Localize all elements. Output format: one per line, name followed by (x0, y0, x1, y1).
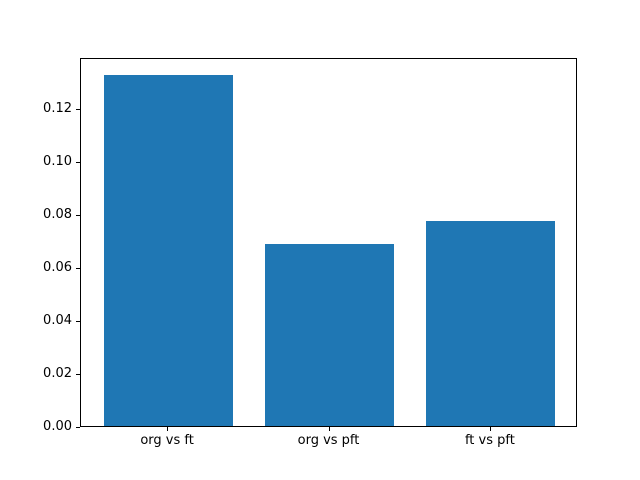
y-tick-label: 0.02 (43, 366, 72, 381)
y-tick-mark (76, 321, 80, 322)
y-tick-label: 0.04 (43, 313, 72, 328)
x-tick-label: org vs pft (297, 433, 360, 448)
y-tick-mark (76, 161, 80, 163)
bar-org-vs-ft (103, 74, 233, 426)
x-tick-label: org vs ft (140, 433, 194, 448)
x-tick-label: ft vs pft (464, 433, 515, 448)
x-tick-mark (167, 427, 169, 431)
y-tick-mark (76, 427, 80, 428)
y-tick-mark (76, 267, 80, 269)
x-tick-mark (328, 427, 330, 431)
y-tick-mark (76, 374, 80, 375)
y-tick-label: 0.00 (43, 419, 72, 434)
y-tick-label: 0.06 (43, 259, 72, 275)
bar-ft-vs-pft (426, 221, 556, 426)
y-tick-label: 0.12 (43, 100, 72, 116)
plot-area (80, 58, 577, 427)
y-tick-label: 0.10 (43, 153, 72, 169)
y-tick-mark (76, 108, 80, 110)
y-tick-mark (76, 214, 80, 216)
bar-org-vs-pft (265, 243, 395, 426)
x-tick-mark (489, 427, 491, 431)
y-tick-label: 0.08 (43, 206, 72, 222)
